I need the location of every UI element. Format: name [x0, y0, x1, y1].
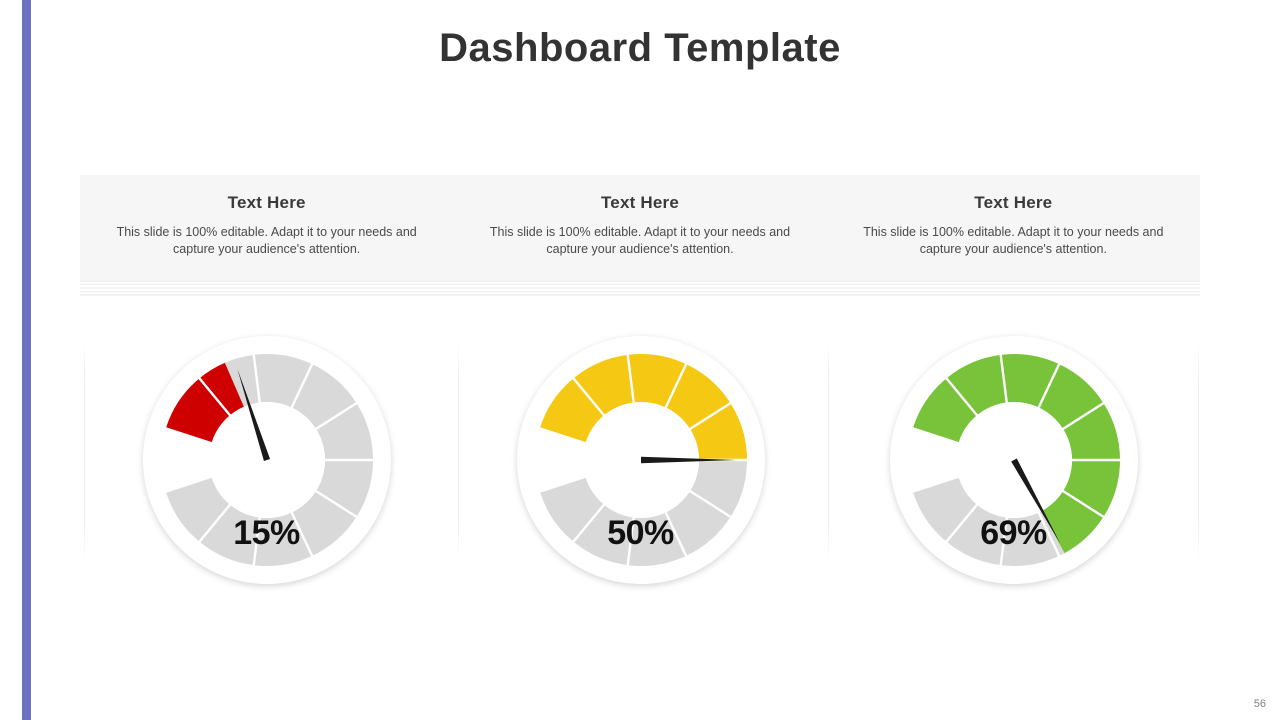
- decorative-stripes: [80, 280, 1200, 298]
- gauge-divider-left: [84, 338, 85, 563]
- gauge-2-value: 50%: [607, 514, 674, 552]
- gauge-row: 15% 50% 69%: [80, 336, 1200, 584]
- text-column-2-body: This slide is 100% editable. Adapt it to…: [489, 225, 791, 256]
- gauge-3-value: 69%: [980, 514, 1047, 552]
- gauge-cell-3: 69%: [827, 336, 1200, 584]
- gauge-1-value: 15%: [233, 514, 300, 552]
- gauge-cell-2: 50%: [454, 336, 827, 584]
- text-column-2: Text Here This slide is 100% editable. A…: [453, 175, 826, 280]
- text-column-1-body: This slide is 100% editable. Adapt it to…: [116, 225, 417, 256]
- gauge-1-chart: [165, 353, 374, 567]
- gauge-2: 50%: [516, 336, 765, 584]
- page-number: 56: [1253, 698, 1266, 710]
- gauge-divider-2: [828, 338, 829, 563]
- text-panel: Text Here This slide is 100% editable. A…: [80, 175, 1200, 280]
- text-column-1-heading: Text Here: [227, 193, 306, 212]
- gauge-divider-1: [458, 338, 459, 563]
- text-column-1: Text Here This slide is 100% editable. A…: [80, 175, 453, 280]
- gauge-3-chart: [912, 353, 1121, 567]
- text-column-3-heading: Text Here: [974, 193, 1053, 212]
- gauge-2-chart: [539, 353, 748, 567]
- text-column-2-heading: Text Here: [600, 193, 679, 212]
- gauge-cell-1: 15%: [80, 336, 453, 584]
- text-column-3-body: This slide is 100% editable. Adapt it to…: [863, 225, 1164, 256]
- text-column-3: Text Here This slide is 100% editable. A…: [827, 175, 1200, 280]
- gauge-3: 69%: [889, 336, 1138, 584]
- left-accent-bar: [22, 0, 31, 720]
- page-title: Dashboard Template: [439, 26, 841, 70]
- gauge-1: 15%: [142, 336, 391, 584]
- gauge-divider-right: [1198, 338, 1199, 563]
